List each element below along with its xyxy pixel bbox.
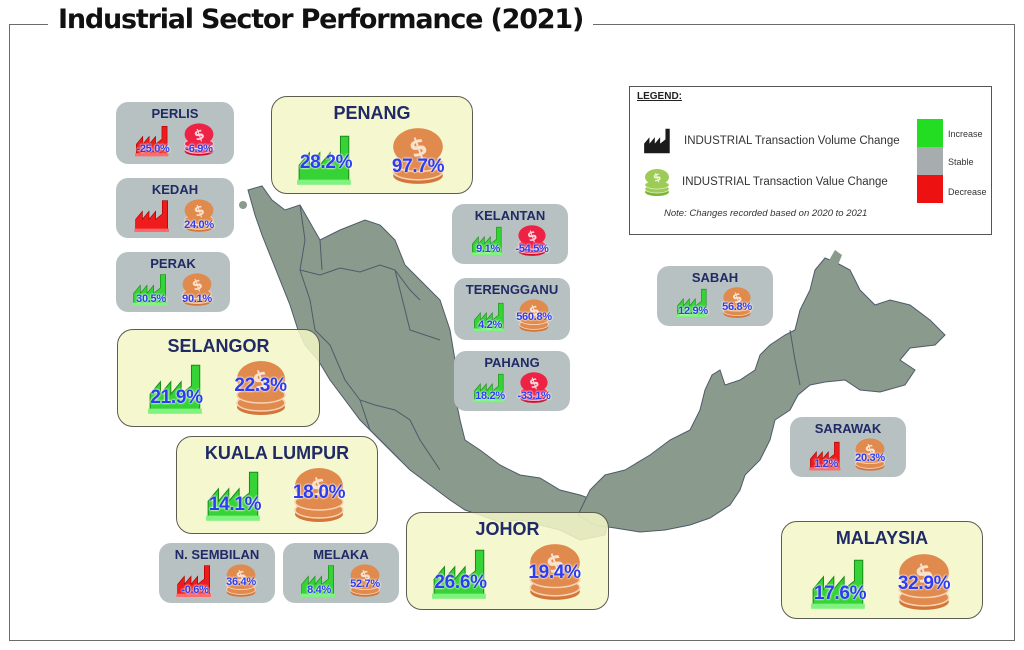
value-indicator: 19.4% xyxy=(524,540,586,602)
state-name: TERENGGANU xyxy=(465,282,559,297)
value-indicator: 97.7% xyxy=(387,124,449,186)
state-name: PENANG xyxy=(333,103,411,123)
state-name: SELANGOR xyxy=(167,336,270,356)
volume-indicator: 8.4% xyxy=(299,564,339,598)
legend-volume-label: INDUSTRIAL Transaction Volume Change xyxy=(684,135,900,147)
state-card-penang: PENANG 28.2% 97.7% xyxy=(271,96,473,194)
volume-indicator: 4.2% xyxy=(472,301,508,333)
state-name: KEDAH xyxy=(151,182,199,197)
state-card-kuala-lumpur: KUALA LUMPUR 14.1% 18.0% xyxy=(176,436,378,534)
state-card-pahang: PAHANG 18.2% -33.1% xyxy=(454,351,570,411)
state-card-perak: PERAK 30.5% 90.1% xyxy=(116,252,230,312)
swatch-increase xyxy=(917,119,943,147)
volume-indicator: 9.1% xyxy=(470,225,506,257)
state-name: MELAKA xyxy=(313,547,369,562)
volume-indicator: 14.1% xyxy=(204,468,266,524)
state-card-perlis: PERLIS -25.0% -6.9% xyxy=(116,102,234,164)
value-indicator: 56.8% xyxy=(719,285,755,319)
factory-icon xyxy=(133,199,173,233)
volume-indicator: 12.9% xyxy=(675,287,711,319)
volume-indicator: 21.9% xyxy=(146,361,208,417)
swatch-stable xyxy=(917,147,943,175)
state-name: PERAK xyxy=(150,256,196,271)
state-name: SARAWAK xyxy=(814,421,882,436)
swatch-label-stable: Stable xyxy=(948,157,974,167)
value-indicator: 32.9% xyxy=(893,549,955,613)
title-container: Industrial Sector Performance (2021) xyxy=(48,4,594,35)
page-title: Industrial Sector Performance (2021) xyxy=(58,4,584,35)
swatch-decrease xyxy=(917,175,943,203)
state-card-n-sembilan: N. SEMBILAN -0.6% 36.4% xyxy=(159,543,275,603)
value-indicator: 560.8% xyxy=(516,297,552,333)
value-indicator: 20.3% xyxy=(852,436,888,472)
legend-volume-row: INDUSTRIAL Transaction Volume Change xyxy=(642,127,900,155)
state-card-kelantan: KELANTAN 9.1% -54.5% xyxy=(452,204,568,264)
volume-indicator: 30.5% xyxy=(131,273,171,307)
state-name: PAHANG xyxy=(484,355,540,370)
state-name: JOHOR xyxy=(475,519,540,539)
state-card-johor: JOHOR 26.6% 19.4% xyxy=(406,512,609,610)
value-indicator: -33.1% xyxy=(516,370,552,404)
volume-indicator xyxy=(133,199,173,233)
value-indicator: 90.1% xyxy=(179,271,215,307)
state-card-melaka: MELAKA 8.4% 52.7% xyxy=(283,543,399,603)
factory-icon xyxy=(642,127,674,155)
state-card-selangor: SELANGOR 21.9% 22.3% xyxy=(117,329,320,427)
value-indicator: 22.3% xyxy=(230,357,292,417)
value-indicator: -54.5% xyxy=(514,223,550,257)
legend-box: LEGEND: INDUSTRIAL Transaction Volume Ch… xyxy=(629,86,992,235)
state-card-kedah: KEDAH 24.0% xyxy=(116,178,234,238)
volume-indicator: 17.6% xyxy=(809,555,871,613)
volume-indicator: 1.2% xyxy=(808,440,844,472)
legend-note: Note: Changes recorded based on 2020 to … xyxy=(664,208,868,219)
legend-heading: LEGEND: xyxy=(637,91,682,102)
legend-value-label: INDUSTRIAL Transaction Value Change xyxy=(682,176,888,188)
state-name: KUALA LUMPUR xyxy=(204,443,350,463)
swatch-label-increase: Increase xyxy=(948,129,983,139)
swatch-label-decrease: Decrease xyxy=(948,187,987,197)
legend-value-row: INDUSTRIAL Transaction Value Change xyxy=(642,167,888,197)
coin-stack-icon xyxy=(642,167,672,197)
value-indicator: 36.4% xyxy=(223,562,259,598)
volume-indicator: -0.6% xyxy=(175,564,215,598)
state-name: KELANTAN xyxy=(474,208,546,223)
volume-indicator: 18.2% xyxy=(472,372,508,404)
state-card-sarawak: SARAWAK 1.2% 20.3% xyxy=(790,417,906,477)
legend-color-scale xyxy=(917,119,943,203)
volume-indicator: 28.2% xyxy=(295,134,357,186)
value-indicator: 24.0% xyxy=(181,197,217,233)
value-indicator: 52.7% xyxy=(347,562,383,598)
state-card-terengganu: TERENGGANU 4.2% 560.8% xyxy=(454,278,570,340)
value-indicator: -6.9% xyxy=(181,121,217,157)
volume-indicator: 26.6% xyxy=(430,546,492,602)
east-malaysia-shape xyxy=(577,257,946,533)
state-name: MALAYSIA xyxy=(835,528,929,548)
value-indicator: 18.0% xyxy=(288,464,350,524)
state-card-malaysia: MALAYSIA 17.6% 32.9% xyxy=(781,521,983,619)
state-name: SABAH xyxy=(691,270,739,285)
volume-indicator: -25.0% xyxy=(133,125,173,157)
state-card-sabah: SABAH 12.9% 56.8% xyxy=(657,266,773,326)
state-name: N. SEMBILAN xyxy=(174,547,260,562)
state-name: PERLIS xyxy=(151,106,199,121)
